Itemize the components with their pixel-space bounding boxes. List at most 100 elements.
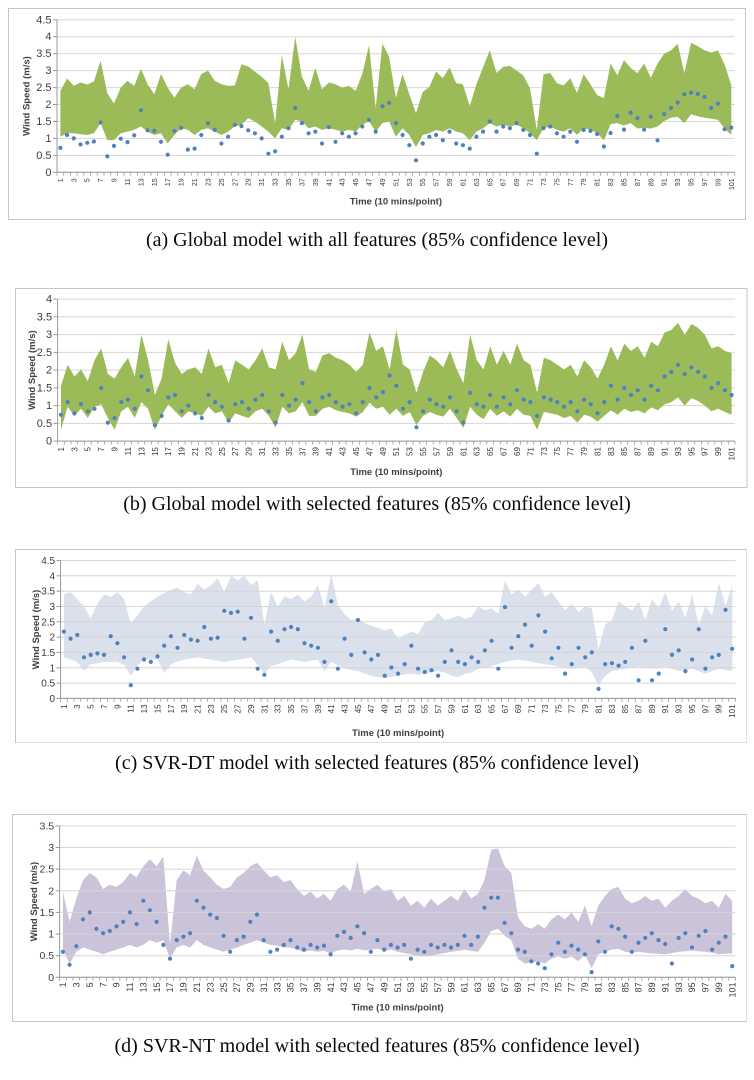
svg-text:99: 99 <box>714 982 724 992</box>
svg-text:27: 27 <box>232 178 239 186</box>
svg-text:91: 91 <box>660 982 670 992</box>
svg-text:55: 55 <box>419 982 429 992</box>
svg-text:87: 87 <box>634 446 643 455</box>
svg-text:Wind Speed (m/s): Wind Speed (m/s) <box>28 862 39 942</box>
svg-text:1: 1 <box>58 982 68 987</box>
svg-text:Time (10 mins/point): Time (10 mins/point) <box>350 467 442 478</box>
svg-text:31: 31 <box>258 982 268 992</box>
svg-text:47: 47 <box>367 703 376 712</box>
svg-text:21: 21 <box>193 703 202 712</box>
svg-text:85: 85 <box>620 982 630 992</box>
svg-text:11: 11 <box>126 703 135 712</box>
svg-text:23: 23 <box>206 703 215 712</box>
svg-text:27: 27 <box>232 982 242 992</box>
svg-text:3: 3 <box>45 65 51 77</box>
svg-text:4: 4 <box>46 293 52 305</box>
svg-text:83: 83 <box>608 178 615 186</box>
svg-text:1.5: 1.5 <box>36 116 51 128</box>
svg-text:0.5: 0.5 <box>36 150 51 162</box>
svg-text:41: 41 <box>325 982 335 992</box>
svg-text:29: 29 <box>245 982 255 992</box>
svg-text:99: 99 <box>714 446 723 455</box>
svg-text:27: 27 <box>233 703 242 712</box>
svg-text:37: 37 <box>299 178 306 186</box>
svg-text:75: 75 <box>553 446 562 455</box>
svg-text:49: 49 <box>379 982 389 992</box>
svg-text:89: 89 <box>647 446 656 455</box>
svg-text:31: 31 <box>259 178 266 186</box>
svg-text:93: 93 <box>674 703 683 712</box>
svg-text:93: 93 <box>674 446 683 455</box>
svg-text:Wind Speed (m/s): Wind Speed (m/s) <box>21 56 32 136</box>
svg-text:41: 41 <box>327 703 336 712</box>
svg-text:73: 73 <box>541 703 550 712</box>
svg-text:19: 19 <box>178 982 188 992</box>
svg-text:61: 61 <box>459 446 468 455</box>
svg-text:83: 83 <box>606 982 616 992</box>
svg-text:17: 17 <box>164 446 173 455</box>
svg-text:51: 51 <box>392 982 402 992</box>
svg-text:47: 47 <box>367 178 374 186</box>
svg-text:9: 9 <box>111 982 121 987</box>
svg-text:2.5: 2.5 <box>36 82 51 94</box>
svg-text:37: 37 <box>298 446 307 455</box>
svg-text:79: 79 <box>580 982 590 992</box>
svg-text:21: 21 <box>192 178 199 186</box>
svg-text:5: 5 <box>86 703 95 708</box>
svg-text:21: 21 <box>191 446 200 455</box>
svg-text:43: 43 <box>340 178 347 186</box>
svg-text:13: 13 <box>137 446 146 455</box>
svg-text:19: 19 <box>180 703 189 712</box>
svg-text:49: 49 <box>380 178 387 186</box>
svg-text:11: 11 <box>124 446 133 455</box>
svg-text:5: 5 <box>84 446 93 451</box>
svg-text:75: 75 <box>554 178 561 186</box>
svg-text:63: 63 <box>474 178 481 186</box>
svg-text:95: 95 <box>687 982 697 992</box>
svg-text:3: 3 <box>70 446 79 451</box>
svg-text:37: 37 <box>299 982 309 992</box>
svg-text:71: 71 <box>526 982 536 992</box>
svg-text:101: 101 <box>728 446 737 460</box>
svg-text:41: 41 <box>325 446 334 455</box>
svg-text:1: 1 <box>46 400 52 412</box>
svg-text:1.5: 1.5 <box>37 382 52 394</box>
svg-text:97: 97 <box>701 703 710 712</box>
svg-text:79: 79 <box>581 703 590 712</box>
svg-text:51: 51 <box>392 446 401 455</box>
svg-text:77: 77 <box>568 178 575 186</box>
svg-text:1: 1 <box>59 703 68 708</box>
svg-text:67: 67 <box>500 703 509 712</box>
svg-text:55: 55 <box>420 703 429 712</box>
svg-text:61: 61 <box>460 178 467 186</box>
svg-text:71: 71 <box>526 446 535 455</box>
svg-text:93: 93 <box>673 982 683 992</box>
svg-text:43: 43 <box>339 982 349 992</box>
svg-text:93: 93 <box>675 178 682 186</box>
svg-text:7: 7 <box>97 446 106 451</box>
svg-text:83: 83 <box>607 703 616 712</box>
svg-text:13: 13 <box>138 982 148 992</box>
svg-text:101: 101 <box>728 703 737 717</box>
svg-text:0: 0 <box>49 693 55 704</box>
svg-text:15: 15 <box>153 703 162 712</box>
svg-text:Time (10 mins/point): Time (10 mins/point) <box>351 728 443 739</box>
svg-text:63: 63 <box>474 703 483 712</box>
svg-text:5: 5 <box>84 982 94 987</box>
svg-text:99: 99 <box>715 178 722 186</box>
svg-text:25: 25 <box>220 703 229 712</box>
svg-text:3.5: 3.5 <box>36 48 51 60</box>
svg-text:15: 15 <box>151 982 161 992</box>
svg-text:3.5: 3.5 <box>39 820 54 832</box>
svg-text:21: 21 <box>192 982 202 992</box>
svg-text:1.5: 1.5 <box>41 647 55 658</box>
svg-text:57: 57 <box>434 178 441 186</box>
svg-text:43: 43 <box>340 703 349 712</box>
svg-text:4.5: 4.5 <box>41 556 55 567</box>
svg-text:89: 89 <box>647 982 657 992</box>
svg-text:0.5: 0.5 <box>39 950 54 962</box>
svg-text:61: 61 <box>460 703 469 712</box>
svg-text:0: 0 <box>46 435 52 447</box>
svg-text:17: 17 <box>165 178 172 186</box>
svg-text:4.5: 4.5 <box>36 14 51 26</box>
